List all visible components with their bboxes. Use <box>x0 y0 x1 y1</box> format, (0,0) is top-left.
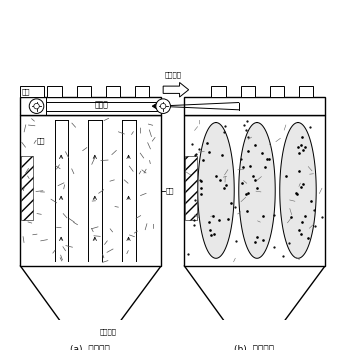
Polygon shape <box>163 83 189 97</box>
Bar <box>20 115 161 266</box>
Bar <box>46 102 157 111</box>
Bar <box>135 86 149 97</box>
Circle shape <box>160 103 166 109</box>
Text: (b)  清灰状态: (b) 清灰状态 <box>234 344 274 350</box>
Circle shape <box>34 103 39 109</box>
Bar <box>77 86 91 97</box>
Text: 净气出口: 净气出口 <box>165 72 182 78</box>
Polygon shape <box>184 266 325 325</box>
Circle shape <box>88 329 93 335</box>
Polygon shape <box>239 122 275 258</box>
Text: 一回转阀: 一回转阀 <box>99 329 117 335</box>
Text: 喷吹管: 喷吹管 <box>94 101 108 110</box>
Bar <box>240 86 255 97</box>
Bar <box>106 86 120 97</box>
Bar <box>48 86 62 97</box>
Bar <box>20 97 161 115</box>
Polygon shape <box>152 103 157 109</box>
Circle shape <box>156 99 170 113</box>
Circle shape <box>84 326 97 338</box>
Bar <box>184 97 325 115</box>
Bar <box>184 115 325 266</box>
Bar <box>185 156 197 220</box>
Bar <box>20 86 44 97</box>
Bar <box>270 86 284 97</box>
Bar <box>211 86 226 97</box>
Text: 箱体: 箱体 <box>166 188 174 194</box>
Circle shape <box>248 326 261 338</box>
Polygon shape <box>20 266 161 325</box>
Text: 气室: 气室 <box>22 88 30 95</box>
Circle shape <box>29 99 44 113</box>
Text: (a)  过滤状态: (a) 过滤状态 <box>70 344 110 350</box>
Circle shape <box>252 329 257 335</box>
Polygon shape <box>280 122 316 258</box>
Bar <box>299 86 314 97</box>
Bar <box>21 156 33 220</box>
Polygon shape <box>198 122 234 258</box>
Text: 滤袋: 滤袋 <box>36 138 45 144</box>
